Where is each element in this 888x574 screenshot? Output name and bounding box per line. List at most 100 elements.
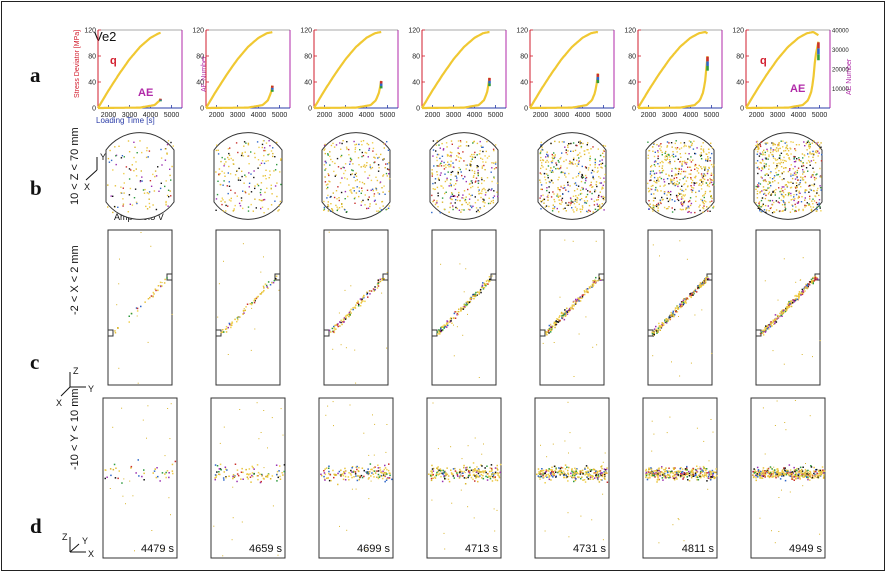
band-event-dot (707, 471, 710, 474)
band-event-dot (548, 476, 550, 479)
scatter-dot (568, 536, 570, 538)
ae-event-dot (268, 153, 270, 155)
fault-event-dot (660, 327, 663, 329)
ae-event-dot (123, 182, 125, 184)
band-event-dot (648, 474, 650, 476)
time-tick-label: 5000 (488, 112, 504, 119)
band-event-dot (707, 475, 710, 478)
ae-event-dot (446, 179, 448, 181)
ae-event-dot (272, 147, 274, 149)
ae-event-dot (581, 205, 584, 207)
band-event-dot (780, 474, 782, 476)
fault-event-dot (798, 291, 801, 293)
ae-event-dot (770, 193, 773, 195)
ae-event-dot (804, 175, 806, 178)
ae-event-dot (146, 192, 149, 194)
fault-event-dot (669, 314, 671, 317)
ae-event-dot (227, 156, 229, 159)
ae-event-dot (337, 186, 339, 188)
fault-event-dot (484, 283, 486, 286)
fault-event-dot (557, 318, 559, 321)
ae-event-dot (573, 211, 575, 213)
ae-event-dot (575, 176, 578, 178)
band-event-dot (558, 470, 560, 473)
ae-event-dot (323, 149, 325, 151)
ae-event-dot (558, 167, 561, 170)
ae-event-dot (261, 160, 264, 162)
ae-event-dot (355, 172, 357, 174)
ae-event-dot (545, 156, 547, 158)
ae-event-dot (664, 184, 666, 186)
ae-event-dot (702, 142, 704, 144)
fault-event-dot (571, 305, 574, 307)
ae-event-dot (349, 189, 351, 192)
fault-event-dot (383, 278, 385, 280)
ae-event-dot (378, 156, 380, 158)
ae-event-dot (784, 206, 786, 208)
band-event-dot (548, 478, 551, 481)
ae-event-dot (241, 170, 243, 172)
band-event-dot (441, 472, 443, 475)
band-event-dot (328, 467, 330, 469)
fault-event-dot (264, 283, 267, 285)
fault-event-dot (154, 288, 157, 290)
scatter-dot (696, 427, 698, 429)
band-event-dot (220, 469, 222, 471)
band-event-dot (553, 473, 556, 476)
fault-event-dot (682, 299, 685, 302)
band-event-dot (333, 476, 335, 479)
band-event-dot (242, 478, 244, 480)
ae-event-dot (779, 176, 781, 178)
ae-event-dot (465, 141, 468, 143)
band-event-dot (442, 469, 444, 472)
ae-event-dot (476, 142, 479, 145)
fault-event-dot (157, 285, 160, 287)
ae-event-dot (657, 204, 659, 207)
band-event-dot (450, 472, 453, 474)
cross-section-panel-3 (321, 132, 391, 220)
fault-event-dot (339, 321, 341, 323)
ae-event-dot (593, 200, 596, 202)
ae-event-dot (710, 181, 713, 184)
ae-event-dot (456, 207, 458, 210)
ae-event-dot (349, 160, 352, 163)
scatter-dot (227, 354, 229, 355)
ae-event-dot (362, 140, 365, 142)
ae-event-dot (691, 191, 693, 193)
ae-event-dot (809, 143, 811, 145)
scatter-dot (491, 275, 493, 277)
ae-event-dot (689, 159, 691, 161)
band-event-dot (687, 472, 689, 475)
ae-event-dot (468, 202, 471, 204)
fault-event-dot (801, 293, 804, 296)
fault-event-dot (231, 322, 234, 324)
ae-event-dot (471, 153, 473, 156)
ae-event-dot (769, 172, 772, 174)
band-event-dot (715, 475, 718, 477)
fault-event-dot (553, 321, 556, 323)
ae-event-dot (547, 174, 549, 177)
band-event-dot (323, 472, 326, 474)
ae-event-dot (449, 206, 451, 209)
ae-event-dot (679, 208, 682, 210)
ae-event-dot (782, 140, 784, 142)
band-event-dot (482, 470, 484, 472)
fault-event-dot (275, 277, 277, 280)
ae-event-dot (793, 172, 796, 174)
ae-event-dot (248, 182, 251, 184)
band-event-dot (699, 473, 701, 476)
time-tick-label: 2000 (101, 112, 117, 119)
ae-event-dot (432, 188, 434, 190)
scatter-dot (546, 456, 548, 458)
ae-event-dot (762, 189, 765, 191)
ae-event-dot (701, 181, 703, 183)
ae-event-dot (552, 155, 554, 157)
ae-event-dot (221, 203, 223, 206)
scatter-dot (355, 488, 357, 490)
ae-event-dot (649, 188, 652, 190)
band-event-dot (762, 467, 765, 469)
fault-event-dot (575, 298, 577, 301)
band-event-dot (373, 467, 375, 469)
band-event-dot (225, 468, 227, 470)
ae-event-dot (486, 177, 489, 179)
